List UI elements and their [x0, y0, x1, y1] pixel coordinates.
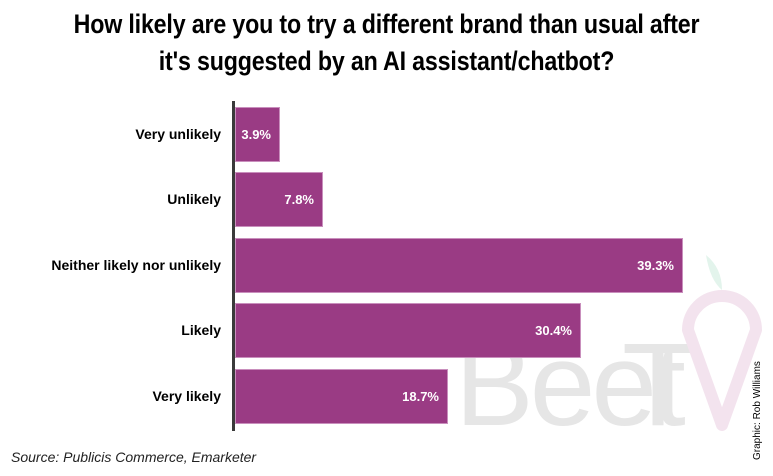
bar-neither: 39.3% — [235, 238, 683, 293]
graphic-credit: Graphic: Rob Williams — [752, 361, 763, 460]
chart-title: How likely are you to try a different br… — [54, 6, 719, 80]
category-axis-line — [232, 101, 235, 431]
bar-value-label: 39.3% — [637, 258, 674, 273]
bar-value-label: 7.8% — [284, 192, 314, 207]
category-label: Very unlikely — [135, 126, 221, 142]
svg-text:T: T — [622, 319, 694, 451]
category-label: Very likely — [152, 388, 221, 404]
bar-value-label: 3.9% — [241, 127, 271, 142]
source-note: Source: Publicis Commerce, Emarketer — [11, 449, 257, 465]
bar-value-label: 30.4% — [535, 323, 572, 338]
category-label: Neither likely nor unlikely — [51, 257, 221, 273]
bar-value-label: 18.7% — [402, 389, 439, 404]
bar-very-likely: 18.7% — [235, 369, 448, 424]
bar-likely: 30.4% — [235, 303, 581, 358]
category-label: Unlikely — [167, 191, 221, 207]
chart-title-line-1: How likely are you to try a different br… — [73, 9, 700, 39]
bar-very-unlikely: 3.9% — [235, 107, 280, 162]
bar-unlikely: 7.8% — [235, 172, 323, 227]
category-label: Likely — [181, 322, 221, 338]
chart-title-line-2: it's suggested by an AI assistant/chatbo… — [158, 46, 615, 76]
